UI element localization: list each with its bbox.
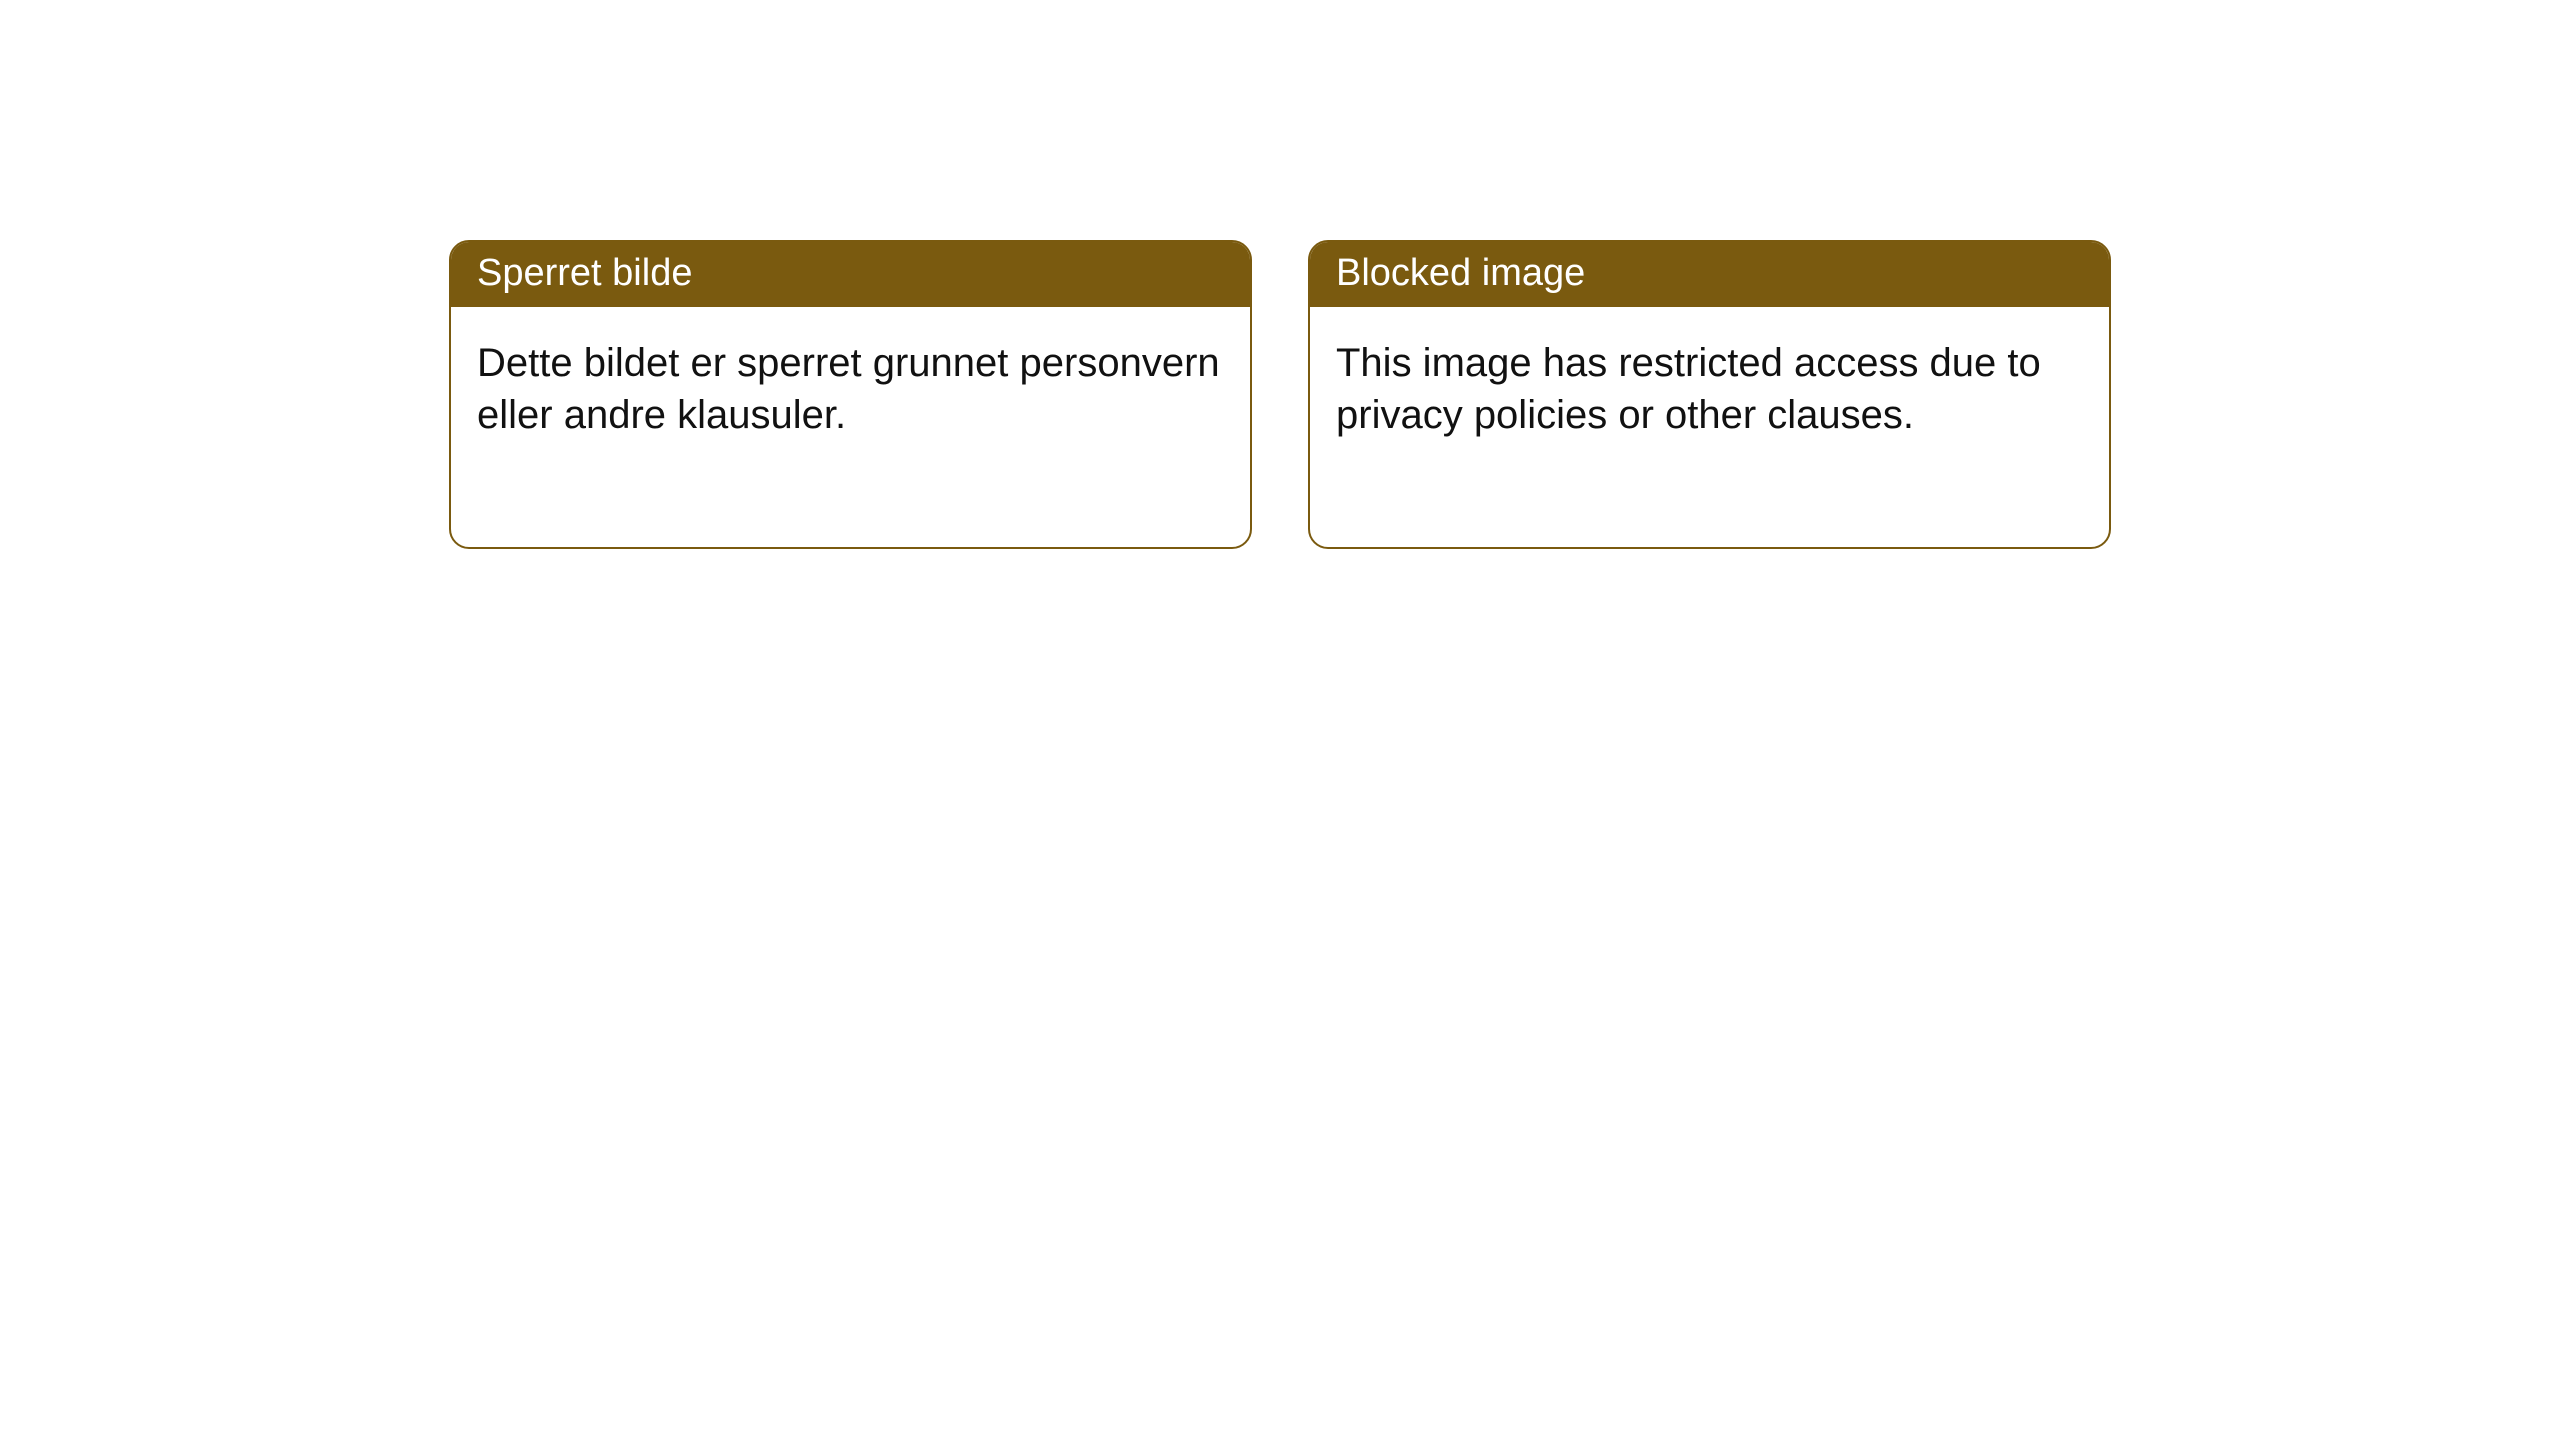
notice-message: This image has restricted access due to … (1336, 341, 2041, 437)
notice-title: Blocked image (1336, 252, 1585, 294)
notice-body: Dette bildet er sperret grunnet personve… (451, 307, 1250, 547)
notice-container: Sperret bilde Dette bildet er sperret gr… (449, 240, 2111, 549)
notice-header: Sperret bilde (451, 242, 1250, 307)
notice-message: Dette bildet er sperret grunnet personve… (477, 341, 1220, 437)
notice-title: Sperret bilde (477, 252, 692, 294)
notice-body: This image has restricted access due to … (1310, 307, 2109, 547)
notice-card-norwegian: Sperret bilde Dette bildet er sperret gr… (449, 240, 1252, 549)
notice-header: Blocked image (1310, 242, 2109, 307)
notice-card-english: Blocked image This image has restricted … (1308, 240, 2111, 549)
